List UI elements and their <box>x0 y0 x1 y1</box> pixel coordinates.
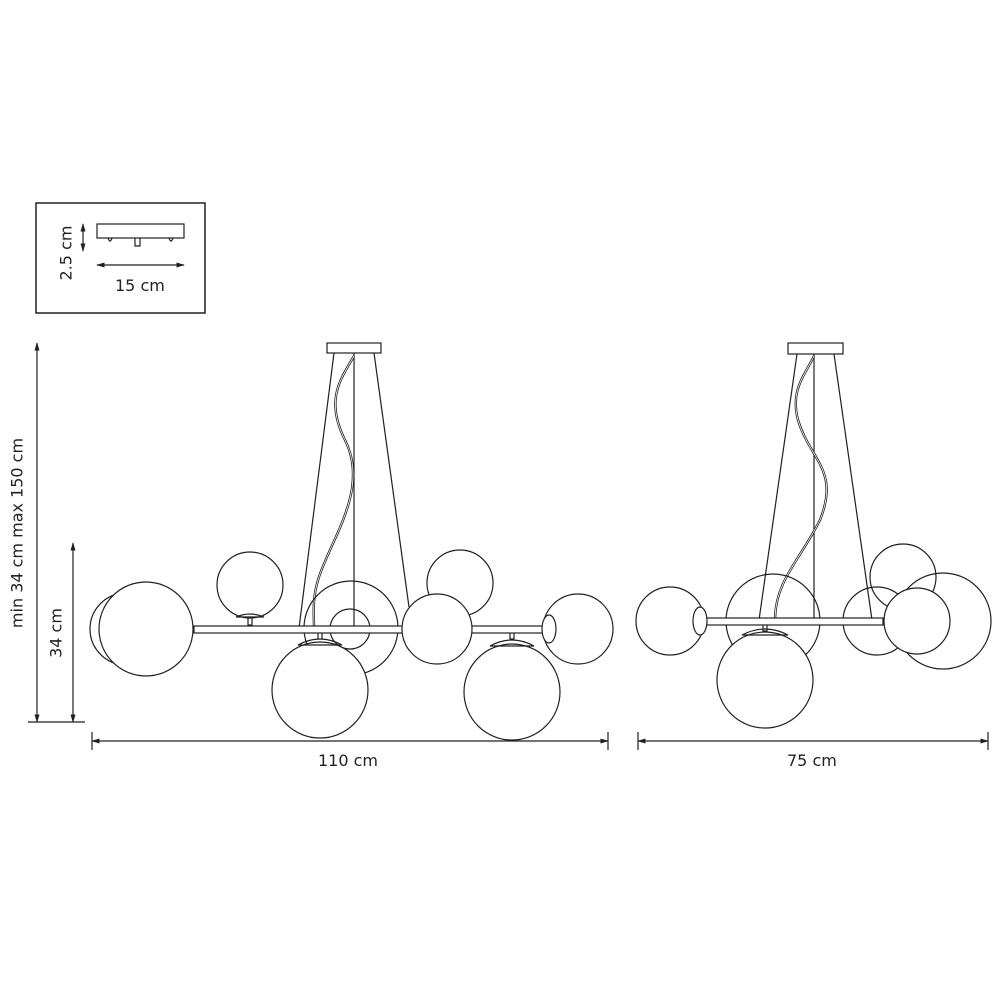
canopy-height-label: 2.5 cm <box>56 225 76 281</box>
side-width-label: 75 cm <box>787 751 837 770</box>
front-width-label: 110 cm <box>318 751 379 770</box>
canopy-width-label: 15 cm <box>115 276 165 295</box>
canopy-inset <box>35 202 206 314</box>
front-view-chandelier <box>89 342 614 741</box>
dimension-lines <box>28 342 989 750</box>
body-height-label: 34 cm <box>46 608 66 658</box>
height-range-label: min 34 cm max 150 cm <box>7 437 27 629</box>
side-view-chandelier <box>635 342 992 729</box>
